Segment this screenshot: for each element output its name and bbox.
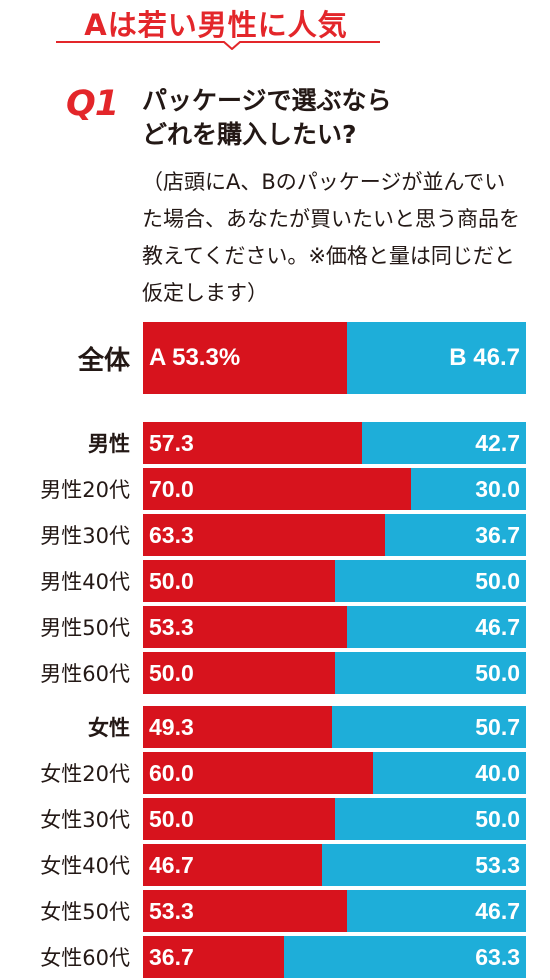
category-label: 女性50代: [40, 900, 130, 924]
note-line-1: （店頭にA、Bのパッケージが並んでい: [142, 170, 506, 194]
category-label: 女性: [88, 716, 130, 740]
bar-segment-b: [362, 422, 526, 464]
category-label: 男性: [88, 432, 130, 456]
bar-segment-a: [143, 752, 373, 794]
bar-segment-a: [143, 652, 335, 694]
bar-segment-b: [284, 936, 526, 978]
bar-segment-b: [373, 752, 526, 794]
bar-segment-a: [143, 468, 411, 510]
note-line-2: た場合、あなたが買いたいと思う商品を: [142, 207, 520, 231]
category-label: 男性30代: [40, 524, 130, 548]
data-label-a: 49.3: [149, 713, 194, 740]
headline: Aは若い男性に人気: [84, 8, 348, 42]
bar-segment-b: [385, 514, 526, 556]
bar-segment-b: [332, 706, 526, 748]
note-line-3: 教えてください。※価格と量は同じだと: [142, 244, 515, 268]
data-label-b: 46.7: [475, 897, 520, 924]
bar-segment-b: [347, 890, 526, 932]
note-line-4: 仮定します）: [142, 281, 268, 305]
data-label-a: A 53.3%: [149, 344, 241, 371]
bar-segment-b: [335, 652, 526, 694]
data-label-b: 36.7: [475, 521, 520, 548]
bar-segment-a: [143, 322, 347, 394]
data-label-a: 36.7: [149, 943, 194, 970]
data-label-b: 46.7: [475, 613, 520, 640]
headline-underline: [56, 41, 380, 50]
data-label-b: 50.0: [475, 805, 520, 832]
data-label-b: 30.0: [475, 475, 520, 502]
bar-segment-b: [411, 468, 526, 510]
data-label-a: 60.0: [149, 759, 194, 786]
data-label-a: 50.0: [149, 659, 194, 686]
bar-segment-b: [347, 606, 526, 648]
bar-segment-a: [143, 560, 335, 602]
category-label: 男性50代: [40, 616, 130, 640]
bar-segment-a: [143, 890, 347, 932]
category-label: 全体: [77, 345, 130, 376]
question-text: パッケージで選ぶなら どれを購入したい?: [142, 84, 542, 152]
data-label-b: 50.0: [475, 659, 520, 686]
bar-segment-a: [143, 706, 332, 748]
question-line-1: パッケージで選ぶなら: [142, 86, 392, 115]
data-label-b: 50.0: [475, 567, 520, 594]
bar-segment-b: [335, 798, 526, 840]
data-label-a: 50.0: [149, 567, 194, 594]
bar-segment-a: [143, 936, 284, 978]
bar-segment-b: [322, 844, 526, 886]
question-number: Q1: [66, 84, 119, 124]
data-label-b: 53.3: [475, 851, 520, 878]
bar-segment-a: [143, 422, 362, 464]
question-line-2: どれを購入したい?: [142, 120, 357, 149]
question-note: （店頭にA、Bのパッケージが並んでい た場合、あなたが買いたいと思う商品を 教え…: [142, 164, 542, 312]
data-label-b: 50.7: [475, 713, 520, 740]
data-label-a: 46.7: [149, 851, 194, 878]
data-label-a: 57.3: [149, 429, 194, 456]
data-label-b: 40.0: [475, 759, 520, 786]
bar-segment-b: [347, 322, 526, 394]
bar-segment-a: [143, 514, 385, 556]
category-label: 女性40代: [40, 854, 130, 878]
category-label: 男性60代: [40, 662, 130, 686]
data-label-a: 70.0: [149, 475, 194, 502]
data-label-a: 50.0: [149, 805, 194, 832]
category-label: 女性30代: [40, 808, 130, 832]
data-label-a: 53.3: [149, 897, 194, 924]
category-label: 男性40代: [40, 570, 130, 594]
bar-segment-a: [143, 844, 322, 886]
bar-segment-a: [143, 606, 347, 648]
data-label-b: B 46.7: [449, 344, 520, 371]
category-label: 女性20代: [40, 762, 130, 786]
category-label: 女性60代: [40, 946, 130, 970]
bar-segment-b: [335, 560, 526, 602]
data-label-b: 42.7: [475, 429, 520, 456]
category-label: 男性20代: [40, 478, 130, 502]
data-label-a: 53.3: [149, 613, 194, 640]
data-label-a: 63.3: [149, 521, 194, 548]
data-label-b: 63.3: [475, 943, 520, 970]
bar-segment-a: [143, 798, 335, 840]
